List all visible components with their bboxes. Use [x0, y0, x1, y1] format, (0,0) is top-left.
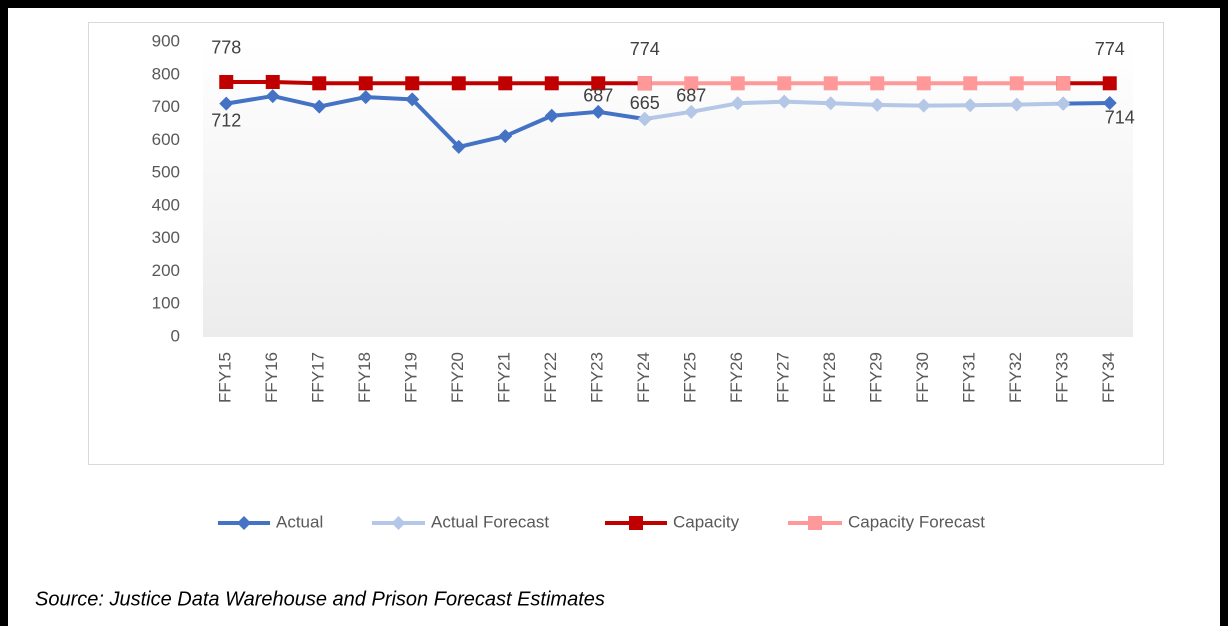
x-tick-label: FFY29: [867, 352, 886, 403]
data-point: [777, 76, 792, 91]
data-point: [312, 76, 327, 91]
legend-label: Actual Forecast: [431, 512, 549, 531]
series-line: [644, 99, 1064, 122]
data-point: [870, 76, 885, 91]
legend-label: Capacity Forecast: [848, 512, 985, 531]
data-point: [358, 76, 373, 91]
legend-label: Actual: [276, 512, 323, 531]
data-point: [358, 90, 373, 105]
x-tick-label: FFY32: [1006, 352, 1025, 403]
data-point: [591, 76, 606, 91]
legend-label: Capacity: [673, 512, 740, 531]
x-tick-label: FFY22: [541, 352, 560, 403]
data-point: [823, 76, 838, 91]
data-point: [312, 99, 327, 114]
data-point: [219, 96, 234, 111]
data-point: [730, 76, 745, 91]
data-point: [405, 92, 420, 107]
data-point: [870, 97, 885, 112]
y-tick-label: 100: [152, 294, 180, 313]
data-point: [1056, 96, 1071, 111]
x-tick-label: FFY17: [309, 352, 328, 403]
data-point: [1009, 76, 1024, 91]
data-point: [637, 76, 652, 91]
x-tick-label: FFY33: [1053, 352, 1072, 403]
y-tick-label: 400: [152, 195, 180, 214]
data-point: [591, 104, 606, 119]
legend-marker: [629, 516, 643, 530]
data-point: [916, 76, 931, 91]
data-point: [963, 98, 978, 113]
data-point: [916, 98, 931, 113]
data-label: 778: [211, 38, 241, 58]
series-line: [226, 79, 1110, 86]
x-tick-label: FFY23: [588, 352, 607, 403]
legend-marker: [808, 516, 822, 530]
x-tick-label: FFY26: [727, 352, 746, 403]
data-point: [1102, 76, 1117, 91]
data-label: 712: [211, 110, 241, 130]
data-point: [544, 76, 559, 91]
x-tick-label: FFY24: [634, 352, 653, 403]
data-label: 774: [1095, 39, 1125, 59]
data-point: [1009, 97, 1024, 112]
data-label: 687: [676, 86, 706, 106]
data-point: [1102, 95, 1117, 110]
y-tick-label: 0: [171, 326, 180, 345]
source-note: Source: Justice Data Warehouse and Priso…: [35, 588, 605, 610]
x-tick-label: FFY16: [262, 352, 281, 403]
data-point: [777, 94, 792, 109]
plot-area: [203, 42, 1133, 337]
data-label: 774: [630, 39, 660, 59]
legend-marker: [237, 516, 251, 530]
x-tick-label: FFY34: [1099, 352, 1118, 403]
frame-top: [0, 0, 1228, 8]
data-point: [684, 104, 699, 119]
data-point: [405, 76, 420, 91]
frame-right: [1220, 0, 1228, 626]
legend-marker: [391, 516, 406, 530]
x-tick-label: FFY20: [448, 352, 467, 403]
x-tick-label: FFY31: [960, 352, 979, 403]
data-point: [265, 89, 280, 104]
data-point: [498, 129, 513, 144]
data-point: [219, 74, 234, 89]
y-tick-label: 600: [152, 130, 180, 149]
x-tick-label: FFY21: [495, 352, 514, 403]
x-tick-label: FFY30: [913, 352, 932, 403]
data-point: [684, 76, 699, 91]
y-tick-label: 700: [152, 97, 180, 116]
y-tick-label: 200: [152, 261, 180, 280]
y-tick-label: 800: [152, 64, 180, 83]
x-tick-label: FFY19: [402, 352, 421, 403]
x-tick-label: FFY27: [774, 352, 793, 403]
data-point: [823, 96, 838, 111]
data-point: [963, 76, 978, 91]
data-point: [451, 139, 466, 154]
frame-left: [0, 0, 8, 626]
data-label: 687: [583, 86, 613, 106]
x-tick-label: FFY28: [820, 352, 839, 403]
data-point: [1056, 76, 1071, 91]
data-point: [544, 108, 559, 123]
y-tick-label: 500: [152, 163, 180, 182]
data-point: [637, 112, 652, 127]
y-tick-label: 900: [152, 31, 180, 50]
data-label: 714: [1105, 108, 1135, 128]
x-tick-label: FFY15: [216, 352, 235, 403]
data-label: 665: [630, 93, 660, 113]
series-line: [225, 94, 1110, 149]
data-point: [265, 74, 280, 89]
x-tick-label: FFY18: [355, 352, 374, 403]
x-tick-label: FFY25: [681, 352, 700, 403]
data-point: [451, 76, 466, 91]
y-tick-label: 300: [152, 228, 180, 247]
data-point: [498, 76, 513, 91]
data-point: [730, 96, 745, 111]
